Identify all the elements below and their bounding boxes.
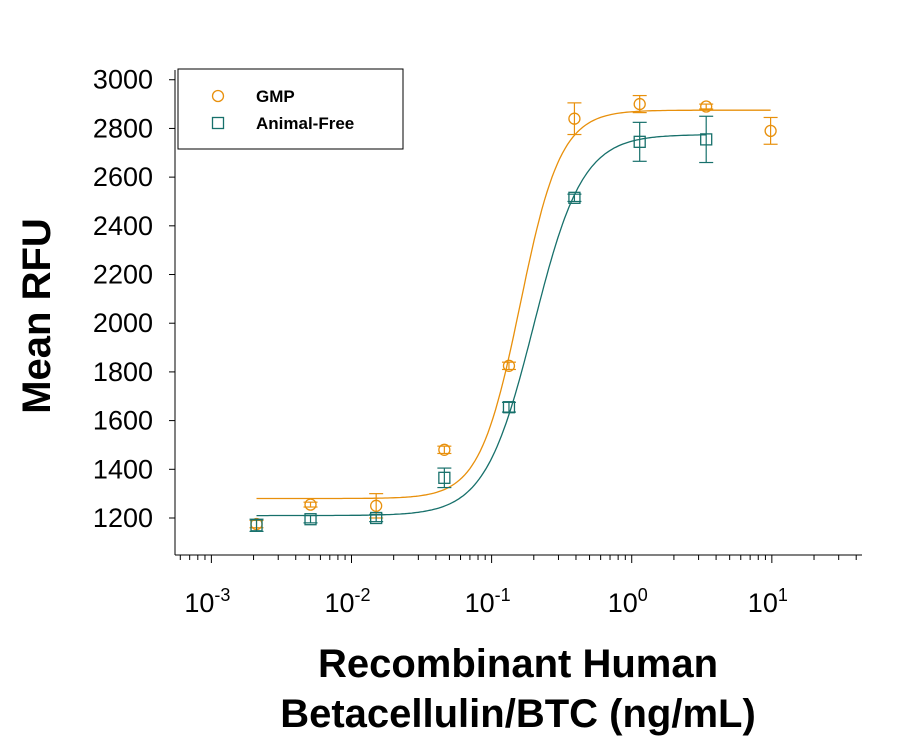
x-axis-label-line1: Recombinant Human	[318, 642, 718, 686]
data-point-gmp	[699, 100, 714, 113]
x-tick-label: 100	[608, 585, 648, 618]
y-tick-label: 1800	[93, 357, 153, 387]
fit-curve-gmp	[256, 109, 771, 500]
y-tick-label: 3000	[93, 65, 153, 95]
x-tick-label: 101	[748, 585, 788, 618]
legend-gmp-label: GMP	[256, 87, 295, 106]
square-marker	[568, 191, 581, 204]
fit-curve-animal-free	[256, 134, 707, 517]
square-marker	[502, 401, 516, 414]
data-point-animal-free	[632, 121, 647, 162]
y-tick-label: 2200	[93, 260, 153, 290]
circle-marker	[764, 124, 777, 138]
y-tick-label: 2800	[93, 113, 153, 143]
circle-marker	[568, 112, 581, 125]
y-axis-label: Mean RFU	[15, 218, 59, 414]
x-axis-label-line2: Betacellulin/BTC (ng/mL)	[280, 692, 756, 736]
data-point-animal-free	[567, 191, 582, 204]
square-marker	[304, 513, 317, 526]
square-marker	[438, 471, 451, 484]
legend-box	[177, 68, 404, 150]
square-marker	[700, 133, 713, 146]
x-tick-label: 10-3	[184, 585, 230, 618]
y-tick-label: 1400	[93, 454, 153, 484]
data-point-gmp	[763, 116, 778, 145]
axes: 1200 1400 1600 1800 2000 2200 2400 2600 2800 3000…	[93, 65, 862, 618]
data-points	[249, 94, 778, 532]
data-point-gmp	[567, 102, 582, 136]
circle-marker	[700, 100, 713, 113]
data-point-animal-free	[303, 513, 318, 526]
square-marker	[370, 511, 383, 525]
legend-gmp-marker	[211, 89, 225, 103]
legend-animal-free-marker	[211, 116, 225, 130]
data-point-animal-free	[699, 115, 714, 164]
y-tick-label: 2600	[93, 162, 153, 192]
fit-curves	[256, 109, 771, 517]
circle-marker	[438, 443, 451, 456]
legend: GMP Animal-Free	[177, 68, 404, 150]
circle-marker	[370, 499, 383, 512]
data-point-animal-free	[437, 467, 452, 489]
data-point-gmp	[632, 94, 647, 114]
data-point-animal-free	[501, 401, 516, 414]
legend-animal-free-label: Animal-Free	[256, 114, 354, 133]
y-tick-label: 2400	[93, 211, 153, 241]
data-point-gmp	[501, 359, 516, 372]
y-tick-label: 1600	[93, 406, 153, 436]
x-tick-label: 10-2	[324, 585, 370, 618]
y-tick-label: 1200	[93, 503, 153, 533]
circle-marker	[502, 359, 516, 372]
data-point-animal-free	[249, 518, 264, 532]
data-point-gmp	[437, 443, 452, 456]
x-tick-label: 10-1	[465, 585, 511, 618]
circle-marker	[304, 498, 317, 511]
data-point-gmp	[303, 498, 318, 511]
square-marker	[250, 519, 263, 532]
circle-marker	[633, 97, 646, 111]
square-marker	[633, 135, 646, 148]
data-point-animal-free	[369, 511, 384, 525]
y-tick-label: 2000	[93, 308, 153, 338]
